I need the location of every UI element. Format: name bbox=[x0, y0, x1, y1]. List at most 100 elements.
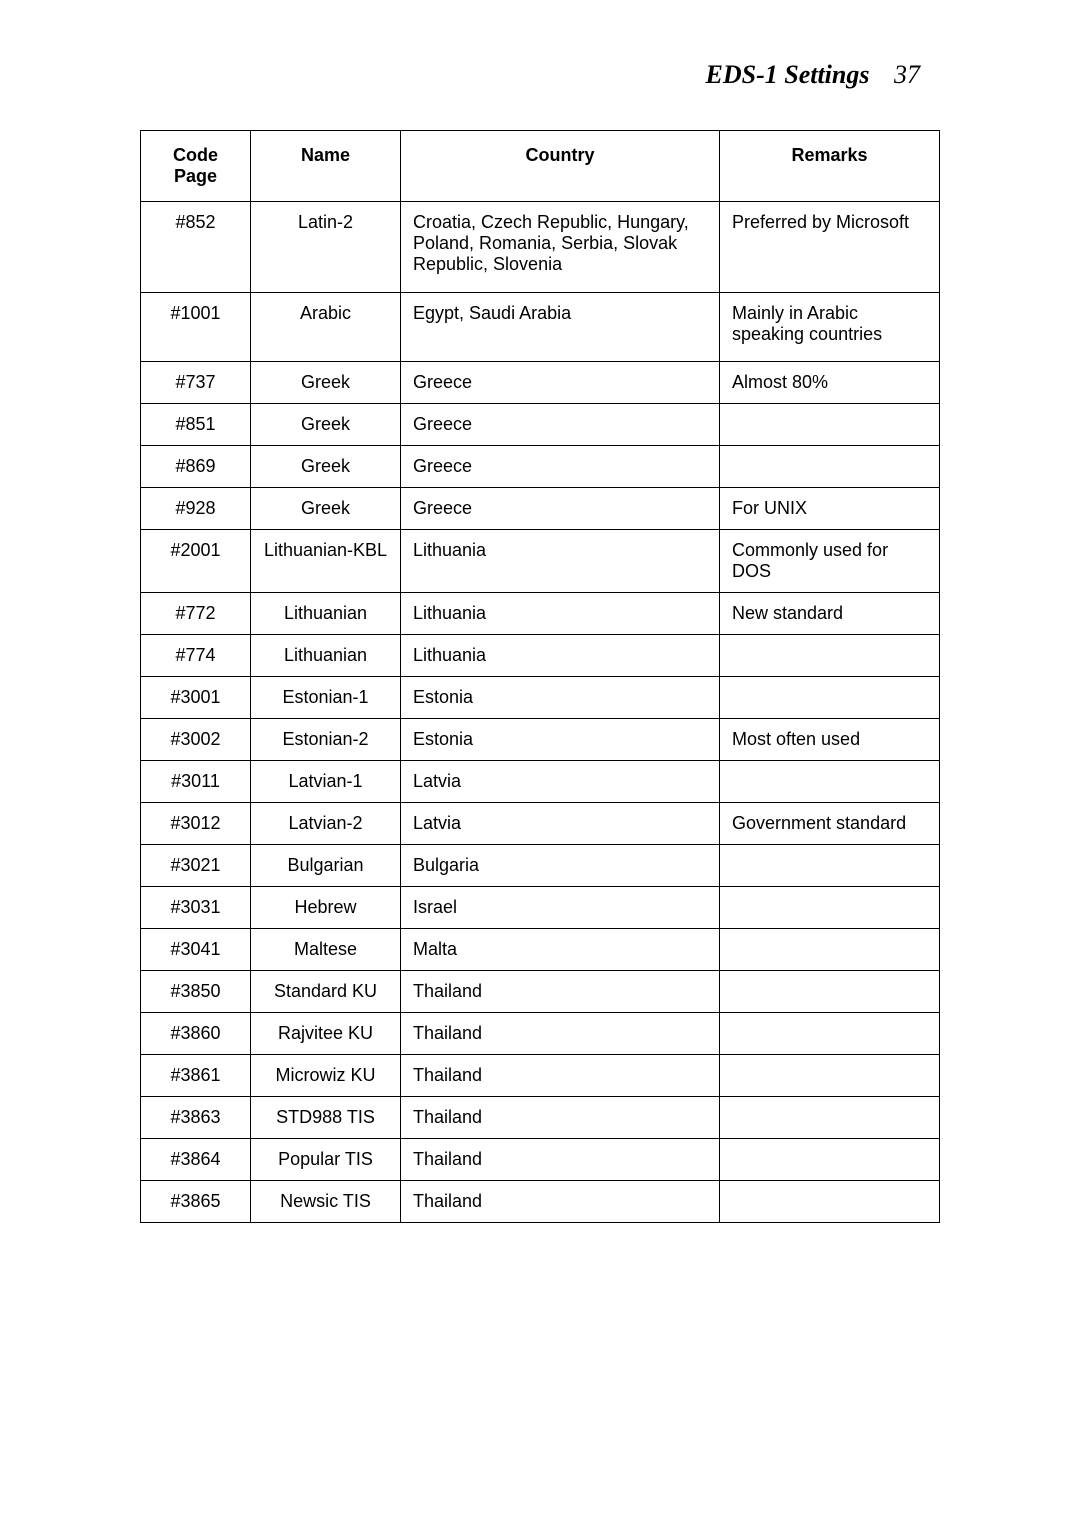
page-header: EDS-1 Settings 37 bbox=[140, 60, 940, 90]
table-row: #3012Latvian-2LatviaGovernment standard bbox=[141, 803, 940, 845]
cell-country: Lithuania bbox=[401, 530, 720, 593]
table-row: #3865Newsic TISThailand bbox=[141, 1181, 940, 1223]
table-row: #3041MalteseMalta bbox=[141, 929, 940, 971]
cell-code: #3011 bbox=[141, 761, 251, 803]
table-body: #852Latin-2Croatia, Czech Republic, Hung… bbox=[141, 202, 940, 1223]
cell-country: Croatia, Czech Republic, Hungary, Poland… bbox=[401, 202, 720, 293]
cell-remarks bbox=[720, 1139, 940, 1181]
table-row: #3011Latvian-1Latvia bbox=[141, 761, 940, 803]
cell-remarks: Almost 80% bbox=[720, 362, 940, 404]
cell-code: #2001 bbox=[141, 530, 251, 593]
cell-name: Lithuanian bbox=[251, 635, 401, 677]
cell-name: Lithuanian bbox=[251, 593, 401, 635]
table-row: #772LithuanianLithuaniaNew standard bbox=[141, 593, 940, 635]
table-row: #774LithuanianLithuania bbox=[141, 635, 940, 677]
cell-country: Greece bbox=[401, 362, 720, 404]
cell-country: Estonia bbox=[401, 719, 720, 761]
cell-name: Maltese bbox=[251, 929, 401, 971]
cell-country: Thailand bbox=[401, 1013, 720, 1055]
cell-country: Thailand bbox=[401, 1139, 720, 1181]
col-header-remarks: Remarks bbox=[720, 131, 940, 202]
cell-code: #3031 bbox=[141, 887, 251, 929]
cell-country: Thailand bbox=[401, 1055, 720, 1097]
cell-country: Thailand bbox=[401, 1181, 720, 1223]
cell-code: #1001 bbox=[141, 293, 251, 362]
cell-name: Greek bbox=[251, 446, 401, 488]
cell-country: Lithuania bbox=[401, 593, 720, 635]
cell-code: #852 bbox=[141, 202, 251, 293]
cell-country: Greece bbox=[401, 446, 720, 488]
cell-remarks bbox=[720, 929, 940, 971]
table-row: #737GreekGreeceAlmost 80% bbox=[141, 362, 940, 404]
cell-code: #772 bbox=[141, 593, 251, 635]
cell-country: Thailand bbox=[401, 1097, 720, 1139]
cell-country: Estonia bbox=[401, 677, 720, 719]
cell-code: #3850 bbox=[141, 971, 251, 1013]
table-row: #3850Standard KUThailand bbox=[141, 971, 940, 1013]
cell-name: Bulgarian bbox=[251, 845, 401, 887]
cell-code: #774 bbox=[141, 635, 251, 677]
cell-code: #3861 bbox=[141, 1055, 251, 1097]
cell-code: #3860 bbox=[141, 1013, 251, 1055]
col-header-name: Name bbox=[251, 131, 401, 202]
cell-country: Latvia bbox=[401, 761, 720, 803]
cell-name: Lithuanian-KBL bbox=[251, 530, 401, 593]
cell-name: Estonian-1 bbox=[251, 677, 401, 719]
cell-code: #737 bbox=[141, 362, 251, 404]
table-row: #3863STD988 TISThailand bbox=[141, 1097, 940, 1139]
table-row: #2001Lithuanian-KBLLithuaniaCommonly use… bbox=[141, 530, 940, 593]
cell-code: #3012 bbox=[141, 803, 251, 845]
cell-remarks bbox=[720, 635, 940, 677]
cell-remarks: Mainly in Arabic speaking countries bbox=[720, 293, 940, 362]
cell-code: #3863 bbox=[141, 1097, 251, 1139]
cell-code: #3041 bbox=[141, 929, 251, 971]
cell-code: #3865 bbox=[141, 1181, 251, 1223]
cell-name: Estonian-2 bbox=[251, 719, 401, 761]
cell-code: #3002 bbox=[141, 719, 251, 761]
table-row: #3031HebrewIsrael bbox=[141, 887, 940, 929]
cell-name: Standard KU bbox=[251, 971, 401, 1013]
cell-remarks bbox=[720, 845, 940, 887]
cell-remarks: New standard bbox=[720, 593, 940, 635]
cell-remarks: For UNIX bbox=[720, 488, 940, 530]
cell-remarks: Government standard bbox=[720, 803, 940, 845]
cell-code: #928 bbox=[141, 488, 251, 530]
header-title: EDS-1 Settings bbox=[706, 60, 870, 89]
table-row: #3864Popular TISThailand bbox=[141, 1139, 940, 1181]
table-row: #852Latin-2Croatia, Czech Republic, Hung… bbox=[141, 202, 940, 293]
col-header-code: Code Page bbox=[141, 131, 251, 202]
cell-code: #851 bbox=[141, 404, 251, 446]
cell-remarks bbox=[720, 761, 940, 803]
cell-code: #3864 bbox=[141, 1139, 251, 1181]
cell-remarks bbox=[720, 404, 940, 446]
table-row: #3021BulgarianBulgaria bbox=[141, 845, 940, 887]
cell-country: Greece bbox=[401, 404, 720, 446]
cell-country: Latvia bbox=[401, 803, 720, 845]
cell-country: Thailand bbox=[401, 971, 720, 1013]
code-page-table: Code Page Name Country Remarks #852Latin… bbox=[140, 130, 940, 1223]
table-row: #928GreekGreeceFor UNIX bbox=[141, 488, 940, 530]
cell-name: Latvian-2 bbox=[251, 803, 401, 845]
cell-remarks bbox=[720, 1181, 940, 1223]
cell-remarks bbox=[720, 1013, 940, 1055]
page: EDS-1 Settings 37 Code Page Name Country… bbox=[0, 0, 1080, 1529]
cell-remarks: Preferred by Microsoft bbox=[720, 202, 940, 293]
cell-name: Greek bbox=[251, 488, 401, 530]
table-row: #3002Estonian-2EstoniaMost often used bbox=[141, 719, 940, 761]
cell-remarks bbox=[720, 1097, 940, 1139]
header-page-number: 37 bbox=[894, 60, 920, 89]
cell-code: #3021 bbox=[141, 845, 251, 887]
cell-country: Bulgaria bbox=[401, 845, 720, 887]
cell-code: #3001 bbox=[141, 677, 251, 719]
cell-name: Popular TIS bbox=[251, 1139, 401, 1181]
table-row: #3860Rajvitee KUThailand bbox=[141, 1013, 940, 1055]
cell-remarks bbox=[720, 677, 940, 719]
cell-name: Greek bbox=[251, 404, 401, 446]
cell-name: Newsic TIS bbox=[251, 1181, 401, 1223]
cell-country: Lithuania bbox=[401, 635, 720, 677]
table-row: #3001Estonian-1Estonia bbox=[141, 677, 940, 719]
cell-remarks bbox=[720, 446, 940, 488]
cell-name: STD988 TIS bbox=[251, 1097, 401, 1139]
cell-name: Greek bbox=[251, 362, 401, 404]
table-row: #869GreekGreece bbox=[141, 446, 940, 488]
